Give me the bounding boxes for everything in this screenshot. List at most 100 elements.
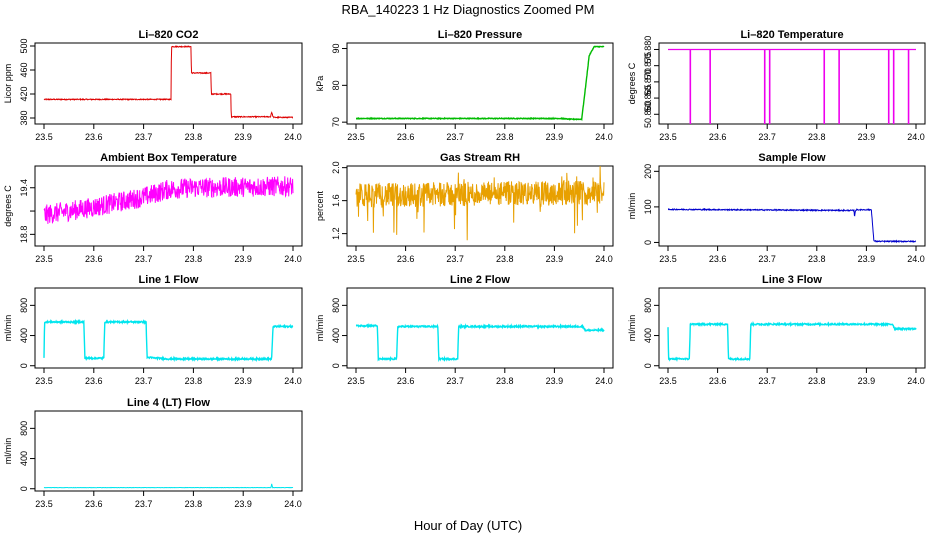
y-tick-label: 460 xyxy=(19,62,29,77)
x-tick-label: 23.9 xyxy=(546,376,564,386)
x-tick-label: 24.0 xyxy=(284,254,302,264)
y-tick-label: 400 xyxy=(19,451,29,466)
x-tick-label: 23.7 xyxy=(758,376,776,386)
x-tick-label: 23.9 xyxy=(234,254,252,264)
y-axis-label: ml/min xyxy=(627,315,637,342)
panel-title: Line 3 Flow xyxy=(762,274,822,286)
x-tick-label: 23.6 xyxy=(397,254,415,264)
x-tick-label: 23.9 xyxy=(858,254,876,264)
y-tick-label: 0 xyxy=(643,363,653,368)
y-tick-label: 90 xyxy=(331,44,341,54)
series-line xyxy=(355,322,605,363)
x-tick-label: 23.5 xyxy=(35,132,53,142)
y-tick-label: 18.8 xyxy=(19,226,29,244)
series-line xyxy=(355,45,605,122)
x-tick-label: 23.9 xyxy=(546,132,564,142)
y-tick-label: 0 xyxy=(331,363,341,368)
x-tick-label: 23.8 xyxy=(185,254,203,264)
panel-box-temp: Ambient Box Temperature 23.5 23.6 23.7 23.8 2… xyxy=(3,152,303,264)
x-tick-label: 23.6 xyxy=(85,499,103,509)
y-tick-label: 400 xyxy=(331,328,341,343)
x-tick-label: 23.7 xyxy=(758,254,776,264)
series-line xyxy=(667,207,917,244)
x-tick-label: 23.7 xyxy=(758,132,776,142)
series-line xyxy=(355,165,605,241)
x-tick-label: 23.7 xyxy=(135,376,153,386)
x-tick-label: 23.6 xyxy=(709,254,727,264)
x-tick-label: 23.5 xyxy=(659,254,677,264)
panel-title: Line 4 (LT) Flow xyxy=(127,397,210,409)
x-tick-label: 23.5 xyxy=(659,132,677,142)
y-tick-label: 0 xyxy=(19,486,29,491)
series-line xyxy=(43,483,294,489)
y-axis-label: percent xyxy=(315,190,325,221)
x-tick-label: 24.0 xyxy=(284,499,302,509)
panel-title: Li–820 Pressure xyxy=(438,29,522,41)
x-tick-label: 23.6 xyxy=(397,132,415,142)
x-tick-label: 23.8 xyxy=(808,376,826,386)
plot-frame xyxy=(34,287,303,369)
y-axis-label: kPa xyxy=(315,76,325,92)
series-line xyxy=(43,44,294,119)
x-tick-label: 23.9 xyxy=(234,376,252,386)
x-tick-label: 23.8 xyxy=(808,254,826,264)
y-tick-label: 100 xyxy=(643,199,653,214)
panel-line4: Line 4 (LT) Flow 23.5 23.6 23.7 23.8 23.9 24.0… xyxy=(3,397,303,509)
y-tick-label: 800 xyxy=(19,298,29,313)
series-line xyxy=(667,320,917,362)
plot-frame xyxy=(346,165,614,247)
y-axis-label: ml/min xyxy=(315,315,325,342)
x-tick-label: 23.6 xyxy=(709,132,727,142)
panel-title: Li–820 Temperature xyxy=(740,29,843,41)
y-tick-label: 400 xyxy=(643,328,653,343)
panel-title: Li–820 CO2 xyxy=(139,29,199,41)
x-tick-label: 23.8 xyxy=(496,254,514,264)
panel-rh: Gas Stream RH 23.5 23.6 23.7 23.8 23.9 24.0 1.2… xyxy=(315,152,614,264)
series-line xyxy=(43,176,294,224)
x-tick-label: 24.0 xyxy=(595,132,613,142)
y-tick-label: 400 xyxy=(19,328,29,343)
panel-title: Gas Stream RH xyxy=(440,152,520,164)
panel-line1: Line 1 Flow 23.5 23.6 23.7 23.8 23.9 24.0 0 400 8… xyxy=(3,274,303,386)
x-tick-label: 24.0 xyxy=(907,376,925,386)
y-tick-label: 50.880 xyxy=(643,36,653,64)
y-axis-label: degrees C xyxy=(3,185,13,227)
x-tick-label: 23.9 xyxy=(546,254,564,264)
x-tick-label: 23.5 xyxy=(347,376,365,386)
x-tick-label: 24.0 xyxy=(284,376,302,386)
x-tick-label: 23.6 xyxy=(709,376,727,386)
x-tick-label: 23.9 xyxy=(858,376,876,386)
plot-frame xyxy=(34,165,303,247)
x-tick-label: 23.6 xyxy=(397,376,415,386)
y-tick-label: 800 xyxy=(643,298,653,313)
y-tick-label: 50.875 xyxy=(643,52,653,80)
plot-frame xyxy=(34,42,303,125)
x-axis-title: Hour of Day (UTC) xyxy=(413,518,523,533)
x-tick-label: 23.5 xyxy=(35,376,53,386)
panel-title: Line 1 Flow xyxy=(139,274,199,286)
x-tick-label: 23.5 xyxy=(35,499,53,509)
x-tick-label: 23.7 xyxy=(446,132,464,142)
panel-co2: Li–820 CO2 23.5 23.6 23.7 23.8 23.9 24.0 380 420… xyxy=(3,29,303,142)
series-line xyxy=(43,318,294,363)
x-tick-label: 23.5 xyxy=(659,376,677,386)
x-tick-label: 23.8 xyxy=(185,499,203,509)
plot-frame xyxy=(658,42,926,125)
y-tick-label: 50.870 xyxy=(643,68,653,96)
y-tick-label: 0 xyxy=(643,240,653,245)
x-tick-label: 23.7 xyxy=(135,499,153,509)
y-tick-label: 500 xyxy=(19,38,29,53)
x-tick-label: 24.0 xyxy=(595,376,613,386)
x-tick-label: 23.6 xyxy=(85,132,103,142)
panel-title: Ambient Box Temperature xyxy=(100,152,237,164)
x-tick-label: 23.5 xyxy=(347,132,365,142)
y-tick-label: 2.0 xyxy=(331,161,341,174)
plot-frame xyxy=(34,410,303,492)
y-tick-label: 1.2 xyxy=(331,227,341,240)
y-tick-label: 50.860 xyxy=(643,101,653,129)
y-tick-label: 19.4 xyxy=(19,179,29,197)
x-tick-label: 23.8 xyxy=(496,132,514,142)
y-tick-label: 80 xyxy=(331,80,341,90)
x-tick-label: 24.0 xyxy=(284,132,302,142)
x-tick-label: 23.8 xyxy=(185,132,203,142)
